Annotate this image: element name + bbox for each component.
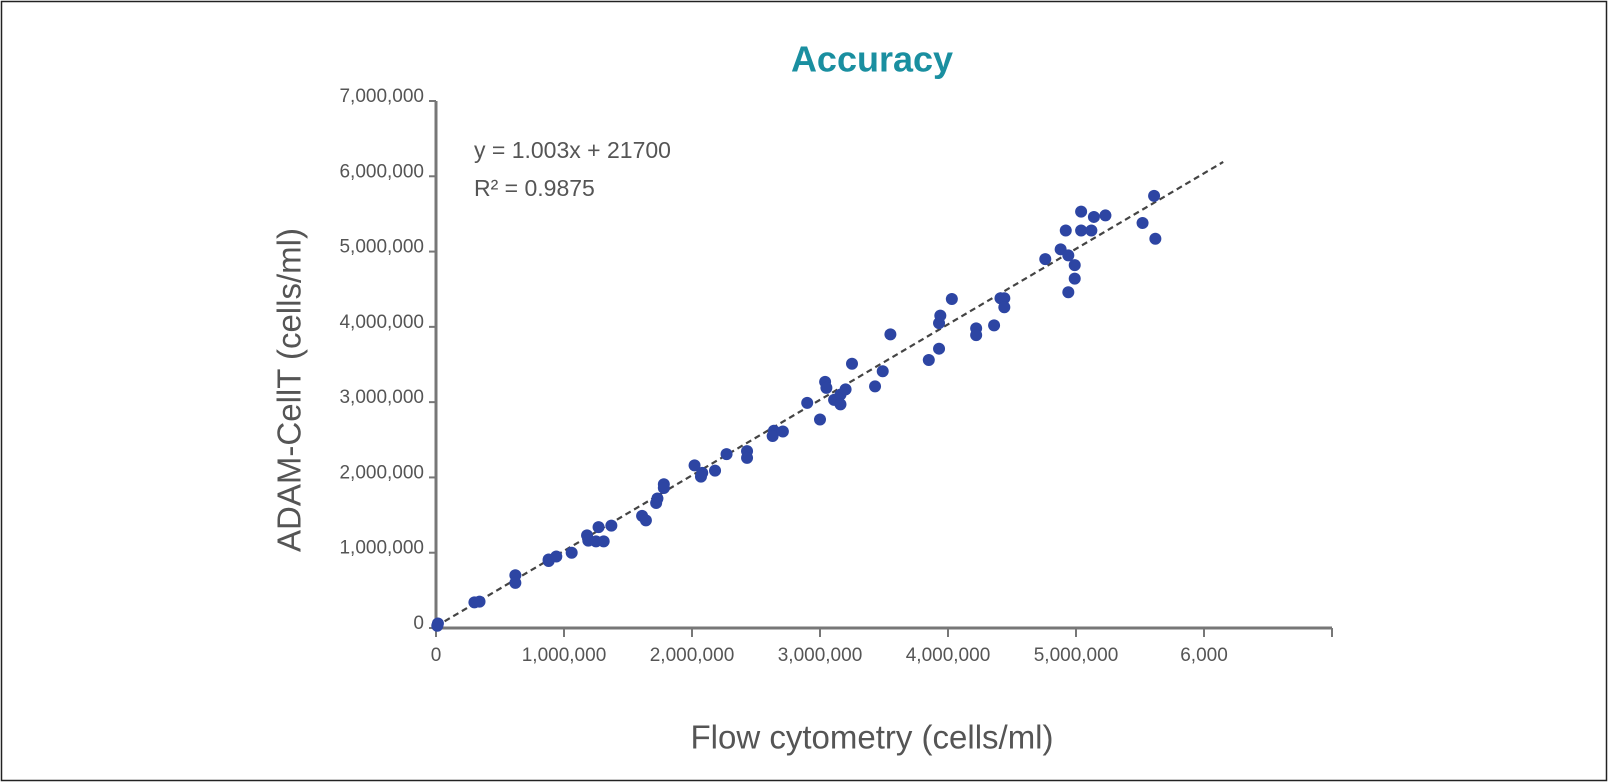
point bbox=[1059, 224, 1072, 237]
point bbox=[884, 328, 897, 341]
point bbox=[820, 381, 833, 394]
point bbox=[1087, 210, 1100, 223]
point bbox=[1085, 224, 1098, 237]
point bbox=[688, 459, 701, 472]
point bbox=[1068, 272, 1081, 285]
point bbox=[846, 357, 858, 370]
point bbox=[876, 365, 889, 378]
point bbox=[945, 293, 958, 306]
point bbox=[834, 398, 847, 411]
point bbox=[509, 576, 522, 589]
annotation: R² = 0.9875 bbox=[474, 175, 595, 201]
point bbox=[801, 396, 814, 409]
x-tick-label: 4,000,000 bbox=[906, 645, 991, 666]
x-tick-label: 1,000,000 bbox=[522, 645, 607, 666]
x-tick-label: 0 bbox=[431, 645, 442, 666]
point bbox=[1068, 259, 1081, 272]
point bbox=[1136, 216, 1149, 229]
point bbox=[814, 413, 826, 426]
point bbox=[869, 380, 882, 393]
point bbox=[639, 514, 652, 527]
point bbox=[592, 521, 605, 534]
x-tick-label: 5,000,000 bbox=[1034, 645, 1119, 666]
point bbox=[741, 451, 754, 464]
point bbox=[605, 519, 618, 532]
y-tick-label: 2,000,000 bbox=[339, 462, 424, 483]
y-tick-label: 4,000,000 bbox=[339, 312, 424, 333]
point bbox=[657, 481, 670, 494]
point bbox=[597, 535, 610, 548]
y-axis-label: ADAM-CellT (cells/ml) bbox=[271, 228, 308, 552]
point bbox=[934, 309, 947, 322]
y-tick-label: 3,000,000 bbox=[339, 387, 424, 408]
point bbox=[1039, 253, 1052, 266]
point bbox=[1075, 224, 1088, 237]
point bbox=[550, 550, 563, 563]
point bbox=[1075, 205, 1088, 218]
point bbox=[473, 595, 486, 608]
point bbox=[1099, 209, 1112, 222]
point bbox=[988, 319, 1001, 332]
y-tick-label: 0 bbox=[413, 613, 424, 634]
point bbox=[766, 430, 779, 443]
point bbox=[650, 497, 663, 510]
point bbox=[839, 383, 852, 396]
point bbox=[970, 329, 983, 342]
point bbox=[1062, 286, 1075, 299]
annotation: y = 1.003x + 21700 bbox=[474, 137, 671, 163]
point bbox=[720, 448, 733, 461]
point bbox=[1062, 249, 1075, 262]
point bbox=[933, 342, 946, 355]
point bbox=[694, 470, 707, 483]
y-tick-label: 7,000,000 bbox=[339, 86, 424, 107]
point bbox=[1148, 189, 1161, 202]
chart-title: Accuracy bbox=[791, 39, 953, 80]
x-tick-label: 3,000,000 bbox=[778, 645, 863, 666]
y-tick-label: 5,000,000 bbox=[339, 237, 424, 258]
x-tick-label: 6,000 bbox=[1180, 645, 1228, 666]
point bbox=[709, 464, 722, 477]
point bbox=[998, 301, 1011, 314]
y-tick-label: 6,000,000 bbox=[339, 161, 424, 182]
x-axis-label: Flow cytometry (cells/ml) bbox=[690, 719, 1053, 756]
y-tick-label: 1,000,000 bbox=[339, 538, 424, 559]
point bbox=[1149, 232, 1162, 245]
point bbox=[998, 292, 1011, 305]
point bbox=[922, 353, 935, 366]
point bbox=[431, 617, 444, 630]
point bbox=[565, 546, 578, 559]
x-tick-label: 2,000,000 bbox=[650, 645, 735, 666]
point bbox=[776, 425, 789, 438]
